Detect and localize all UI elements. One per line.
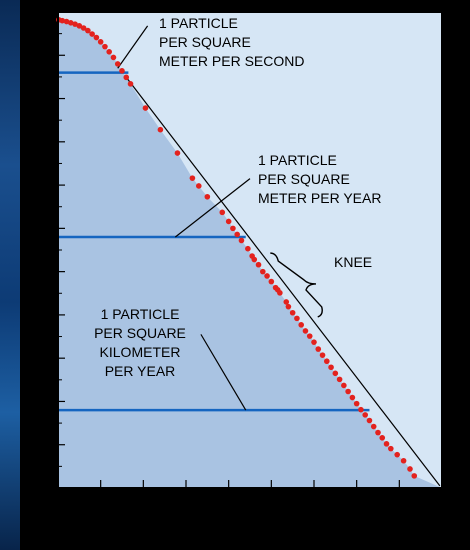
data-point-53 (336, 376, 343, 383)
data-point-18 (127, 81, 134, 87)
data-point-4 (68, 20, 74, 26)
data-point-29 (238, 237, 245, 244)
annotation-line-1-2: PER SQUARE (159, 34, 251, 50)
data-point-66 (394, 451, 401, 458)
data-point-27 (230, 225, 236, 232)
data-point-51 (328, 364, 334, 371)
annotation-leader-line-2 (174, 178, 251, 238)
data-point-3 (63, 18, 70, 25)
data-point-57 (353, 400, 360, 407)
data-point-67 (400, 457, 407, 464)
annotation-line-2-3: METER PER YEAR (258, 190, 381, 206)
data-point-16 (119, 68, 125, 74)
annotation-leader-line-3 (200, 334, 247, 411)
data-point-50 (324, 358, 330, 365)
data-point-25 (219, 209, 226, 216)
annotation-line-2-2: PER SQUARE (258, 171, 350, 187)
data-point-13 (106, 49, 112, 55)
annotation-line-3-2: PER SQUARE (94, 325, 186, 341)
data-point-21 (174, 150, 181, 156)
plot-frame (57, 11, 443, 489)
data-point-41 (285, 303, 292, 310)
data-point-33 (255, 261, 262, 268)
data-point-60 (366, 417, 373, 424)
data-point-62 (375, 429, 381, 436)
data-point-20 (157, 126, 164, 133)
data-point-45 (302, 328, 309, 334)
data-point-65 (388, 445, 394, 452)
data-point-2 (59, 17, 66, 24)
data-point-8 (85, 27, 91, 34)
data-point-39 (277, 290, 283, 296)
data-point-6 (76, 23, 83, 29)
data-point-46 (306, 333, 313, 339)
data-point-69 (411, 473, 418, 479)
data-point-56 (349, 394, 356, 401)
spectrum-boundary-line (125, 76, 441, 487)
data-point-35 (264, 273, 270, 279)
annotation-line-1-1: 1 PARTICLE (159, 15, 238, 31)
data-point-17 (123, 74, 130, 81)
data-point-30 (245, 245, 251, 252)
data-point-7 (80, 25, 87, 31)
data-point-40 (283, 299, 290, 305)
data-point-14 (110, 54, 117, 61)
left-edge-strip (0, 0, 20, 550)
data-point-28 (234, 231, 240, 238)
data-point-23 (196, 183, 202, 189)
data-point-5 (72, 21, 78, 27)
data-point-58 (358, 406, 364, 413)
data-point-54 (341, 382, 347, 389)
data-point-32 (251, 256, 258, 263)
annotation-label-2: 1 PARTICLE PER SQUARE METER PER YEAR (258, 152, 381, 206)
data-point-43 (294, 315, 300, 322)
data-point-15 (114, 61, 121, 67)
data-point-59 (362, 412, 369, 418)
knee-bracket (270, 252, 323, 318)
data-point-61 (370, 423, 377, 430)
data-point-10 (93, 34, 100, 41)
data-point-52 (332, 370, 339, 377)
data-point-24 (204, 193, 211, 200)
annotation-line-3-4: PER YEAR (105, 363, 176, 379)
data-point-42 (289, 309, 296, 316)
data-point-48 (315, 346, 322, 352)
annotation-line-2-1: 1 PARTICLE (258, 152, 337, 168)
annotation-line-3-3: KILOMETER (100, 344, 181, 360)
annotation-line-3-1: 1 PARTICLE (101, 306, 180, 322)
data-point-36 (268, 278, 275, 285)
annotation-line-4-1: KNEE (334, 254, 372, 270)
data-point-9 (89, 31, 95, 37)
annotation-leader-line-1 (117, 25, 149, 69)
data-point-63 (379, 435, 386, 441)
data-point-64 (383, 441, 390, 447)
data-point-44 (298, 322, 305, 328)
data-point-68 (407, 466, 413, 472)
annotation-label-1: 1 PARTICLE PER SQUARE METER PER SECOND (159, 15, 304, 69)
data-point-19 (142, 105, 149, 111)
data-point-55 (345, 388, 351, 395)
data-point-11 (97, 39, 104, 45)
data-point-34 (260, 268, 266, 275)
annotation-label-4: KNEE (334, 254, 372, 270)
annotation-label-3: 1 PARTICLE PER SQUARE KILOMETER PER YEAR (94, 306, 186, 379)
annotation-line-1-3: METER PER SECOND (159, 53, 304, 69)
data-point-22 (189, 175, 196, 181)
data-point-12 (102, 43, 108, 50)
data-point-26 (225, 218, 232, 225)
data-point-47 (311, 339, 317, 345)
data-point-49 (319, 352, 326, 358)
